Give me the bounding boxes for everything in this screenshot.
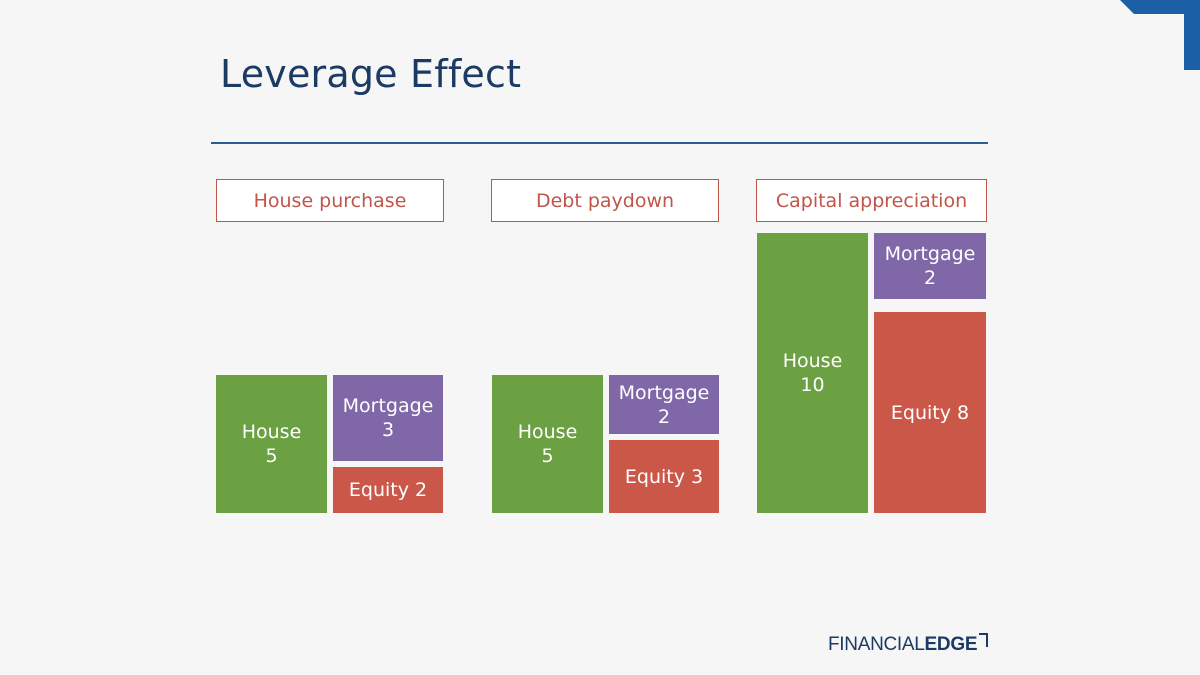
house-label: House <box>782 350 843 372</box>
equity-label: Equity 2 <box>348 479 428 501</box>
panel-header-capital-appreciation: Capital appreciation <box>756 179 987 222</box>
mortgage-label: Mortgage <box>884 243 976 265</box>
house-label: House <box>517 421 578 443</box>
house-block: House 10 <box>757 233 868 513</box>
page-title: Leverage Effect <box>220 52 522 96</box>
financial-edge-logo: FINANCIAL EDGE <box>828 633 989 657</box>
mortgage-block: Mortgage 2 <box>874 233 986 299</box>
equity-label: Equity 8 <box>890 401 970 424</box>
panel-header-debt-paydown: Debt paydown <box>491 179 719 222</box>
mortgage-value: 2 <box>923 267 937 289</box>
logo-text-financial: FINANCIAL <box>828 634 925 655</box>
house-block: House 5 <box>492 375 603 513</box>
title-divider <box>211 142 988 144</box>
mortgage-value: 3 <box>381 419 395 441</box>
mortgage-value: 2 <box>657 405 671 428</box>
house-value: 10 <box>800 374 825 396</box>
corner-accent-icon <box>1120 0 1200 70</box>
equity-label: Equity 3 <box>624 465 704 488</box>
house-label: House <box>241 421 302 443</box>
mortgage-block: Mortgage 3 <box>333 375 443 461</box>
house-block: House 5 <box>216 375 327 513</box>
equity-block: Equity 3 <box>609 440 719 513</box>
panel-header-house-purchase: House purchase <box>216 179 444 222</box>
mortgage-label: Mortgage <box>618 381 710 404</box>
mortgage-block: Mortgage 2 <box>609 375 719 434</box>
mortgage-label: Mortgage <box>342 395 434 417</box>
house-value: 5 <box>541 445 554 467</box>
house-value: 5 <box>265 445 278 467</box>
logo-text-edge: EDGE <box>924 634 978 655</box>
corner-bracket-icon <box>979 633 989 647</box>
equity-block: Equity 8 <box>874 312 986 513</box>
equity-block: Equity 2 <box>333 467 443 513</box>
